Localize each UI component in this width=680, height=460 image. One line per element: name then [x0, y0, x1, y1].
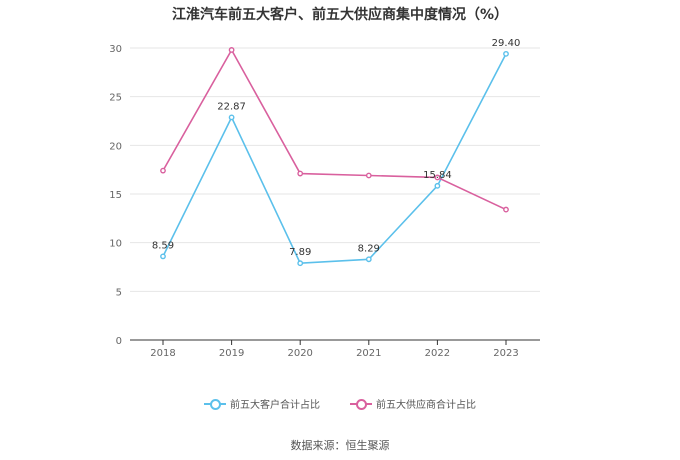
chart-title: 江淮汽车前五大客户、前五大供应商集中度情况（%） [171, 7, 509, 23]
data-point [365, 256, 372, 263]
data-point [434, 182, 441, 189]
data-label: 8.29 [358, 243, 380, 254]
series-line [162, 48, 507, 211]
data-point [434, 174, 441, 181]
x-tick-label: 2020 [287, 348, 312, 359]
series-line [162, 53, 507, 265]
y-tick-label: 20 [109, 141, 122, 152]
data-point [228, 47, 235, 53]
data-point [503, 206, 509, 213]
data-point [297, 170, 304, 177]
series-layer [160, 47, 509, 267]
legend-label-suppliers: 前五大供应商合计占比 [376, 400, 476, 411]
data-point [297, 260, 304, 267]
data-source: 数据来源：恒生聚源 [290, 439, 390, 452]
legend: 前五大客户合计占比 前五大供应商合计占比 [0, 396, 680, 411]
data-label: 15.84 [423, 170, 452, 181]
x-tick-label: 2021 [356, 348, 381, 359]
x-tick-label: 2018 [150, 348, 175, 359]
y-tick-label: 10 [109, 239, 122, 250]
y-tick-label: 15 [109, 190, 122, 201]
data-label: 29.40 [492, 38, 521, 49]
data-label: 7.89 [289, 247, 311, 258]
y-tick-label: 5 [116, 287, 122, 298]
data-point [365, 172, 372, 179]
legend-item-suppliers[interactable]: 前五大供应商合计占比 [350, 396, 476, 411]
legend-item-customers[interactable]: 前五大客户合计占比 [204, 396, 320, 411]
x-tick-label: 2023 [493, 348, 518, 359]
legend-label-customers: 前五大客户合计占比 [230, 400, 320, 411]
legend-marker-suppliers [350, 398, 372, 410]
data-label: 22.87 [217, 101, 246, 112]
data-labels: 8.59 22.87 7.89 8.29 15.84 29.40 [152, 38, 520, 258]
y-tick-label: 30 [109, 44, 122, 55]
y-tick-label: 0 [116, 336, 122, 347]
data-label: 8.59 [152, 240, 174, 251]
x-axis: 2018 2019 2020 2021 2022 2023 [130, 339, 540, 359]
x-tick-label: 2019 [219, 348, 244, 359]
data-point [228, 114, 235, 121]
x-tick-label: 2022 [425, 348, 450, 359]
legend-marker-customers [204, 398, 226, 410]
grid-lines [130, 47, 540, 292]
y-axis: 0 5 10 15 20 25 30 [109, 44, 122, 347]
data-point [160, 167, 166, 174]
data-point [503, 50, 509, 57]
data-point [160, 253, 166, 260]
y-tick-label: 25 [109, 93, 122, 104]
